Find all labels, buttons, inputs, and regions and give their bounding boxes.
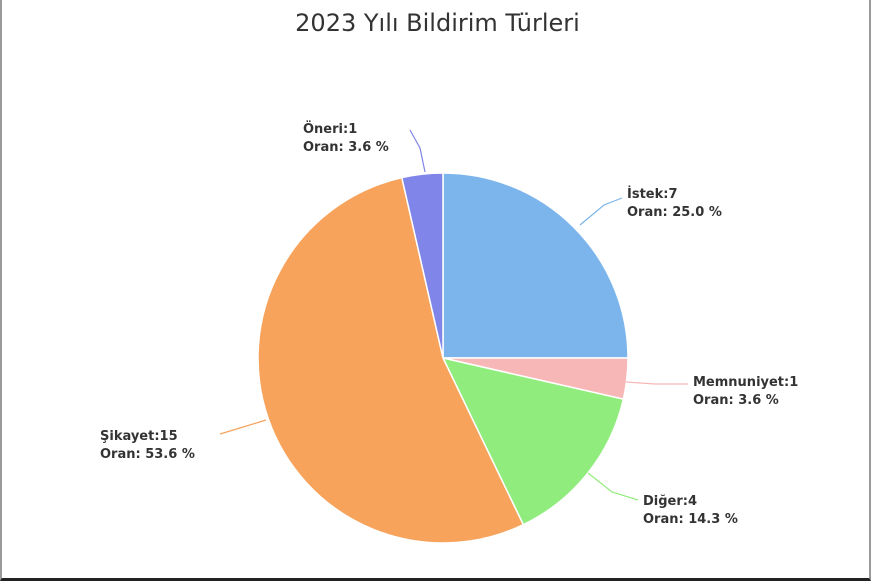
chart-title: 2023 Yılı Bildirim Türleri [295,9,580,37]
pie-slice-5[interactable] [400,172,444,359]
connector-line-2 [625,381,688,385]
pie-slice-1[interactable] [442,172,629,359]
connector-line-5 [409,129,426,173]
label-connectors [219,129,688,501]
slice-label-percent-3: Oran: 14.3 % [643,512,738,527]
slice-label-percent-5: Oran: 3.6 % [303,140,389,155]
slice-label-percent-1: Oran: 25.0 % [627,205,722,220]
pie-slices [257,172,629,544]
pie-slice-4[interactable] [257,176,525,544]
connector-line-3 [587,472,639,501]
slice-label-name-4: Şikayet:15 [100,429,178,444]
slice-label-percent-2: Oran: 3.6 % [693,393,779,408]
slice-label-name-2: Memnuniyet:1 [693,375,798,390]
pie-slice-3[interactable] [441,356,625,526]
slice-labels: İstek:7 Oran: 25.0 % Memnuniyet:1 Oran: 3.6… [100,121,798,527]
slice-label-name-1: İstek:7 [627,186,678,202]
connector-line-4 [219,419,267,435]
slice-label-name-5: Öneri:1 [303,121,357,137]
connector-line-1 [579,197,623,226]
slice-label-percent-4: Oran: 53.6 % [100,447,195,462]
slice-label-name-3: Diğer:4 [643,494,697,509]
